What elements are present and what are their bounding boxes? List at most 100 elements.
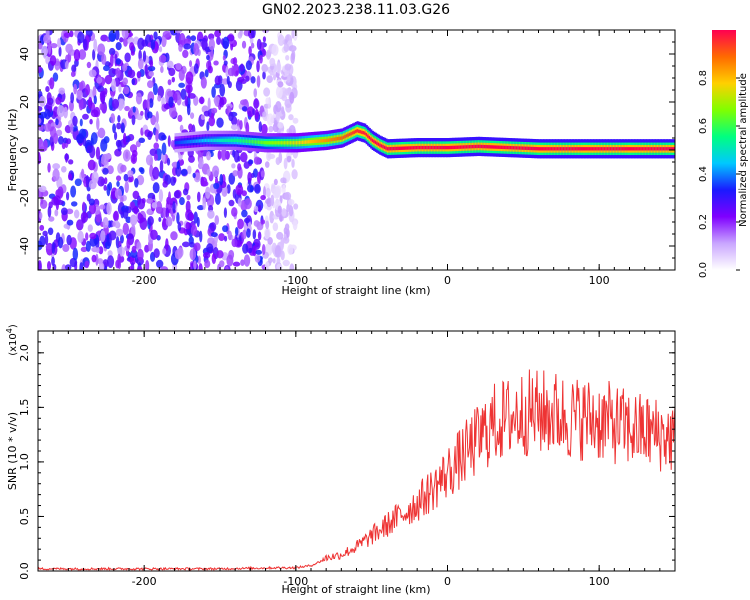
heatmap-cell [166, 157, 171, 166]
heatmap-cell [172, 201, 176, 214]
heatmap-cell [186, 194, 191, 201]
ridge-cell [476, 144, 479, 149]
heatmap-cell [170, 176, 176, 186]
heatmap-cell [70, 123, 74, 134]
ridge-cell [191, 139, 194, 144]
heatmap-cell [197, 191, 201, 203]
heatmap-cell [89, 118, 93, 125]
ridge-cell [591, 147, 594, 151]
ridge-cell [552, 147, 555, 151]
ridge-cell [629, 147, 632, 151]
heatmap-cell [54, 209, 59, 217]
heatmap-cell [64, 60, 69, 70]
ridge-cell [502, 145, 505, 150]
ridge-cell [180, 140, 183, 144]
heatmap-cell [180, 88, 187, 100]
heatmap-cell [253, 220, 260, 227]
ridge-cell [188, 140, 191, 144]
ridge-cell [533, 146, 537, 151]
ridge-cell [230, 138, 233, 143]
heatmap-cell [89, 232, 97, 240]
ridge-cell [509, 145, 512, 150]
heatmap-cell [119, 98, 125, 109]
heatmap-cell [248, 247, 253, 254]
heatmap-cell [264, 161, 270, 168]
heatmap-cell [233, 150, 240, 163]
heatmap-cell [38, 105, 43, 112]
ridge-cell [250, 139, 253, 144]
heatmap-cell [158, 46, 163, 53]
ridge-cell [356, 129, 359, 133]
heatmap-cell [171, 76, 176, 83]
heatmap-cell [284, 223, 290, 231]
ridge-cell [238, 138, 241, 143]
ridge-cell [423, 145, 426, 150]
heatmap-cell [264, 261, 270, 270]
ridge-cell [449, 145, 452, 150]
ridge-cell [235, 138, 238, 143]
heatmap-cell [133, 205, 139, 215]
heatmap-cell [162, 180, 168, 188]
heatmap-cell [293, 203, 299, 210]
ridge-cell [656, 147, 659, 151]
ridge-cell [274, 141, 277, 145]
heatmap-cell [125, 216, 132, 224]
heatmap-cell [122, 132, 127, 145]
ridge-cell [558, 147, 561, 151]
ridge-cell [224, 138, 227, 143]
ridge-cell [362, 131, 365, 135]
ridge-cell [565, 147, 568, 151]
ridge-cell [482, 144, 485, 149]
heatmap-cell [275, 157, 281, 166]
ridge-cell [185, 140, 188, 144]
heatmap-cell [223, 207, 227, 218]
ridge-cell [256, 140, 259, 144]
heatmap-cell [168, 191, 172, 205]
heatmap-cell [204, 69, 209, 78]
ridge-cell [646, 147, 649, 151]
heatmap-cell [39, 224, 45, 231]
ridge-cell [335, 137, 338, 141]
ridge-cell [438, 145, 441, 150]
heatmap-cell [188, 212, 194, 222]
heatmap-cell [242, 243, 249, 254]
heatmap-cell [167, 135, 171, 147]
ridge-cell [303, 140, 306, 144]
heatmap-cell [150, 114, 157, 126]
heatmap-cell [77, 230, 84, 243]
ridge-cell [626, 147, 629, 151]
heatmap-cell [214, 75, 221, 86]
heatmap-cell [87, 96, 93, 110]
colorbar: 0.0 0.2 0.4 0.6 0.8 Normalized spectral ampl… [698, 30, 749, 278]
ridge-cell [323, 138, 326, 143]
heatmap-cell [222, 36, 230, 50]
heatmap-cell [161, 134, 167, 141]
heatmap-cell [289, 263, 295, 270]
ridge-cell [470, 145, 473, 149]
heatmap-cell [88, 198, 95, 206]
ridge-cell [347, 133, 350, 137]
heatmap-cell [153, 142, 160, 150]
heatmap-cell [196, 216, 200, 228]
heatmap-cell [248, 159, 254, 165]
heatmap-cell [99, 204, 106, 210]
heatmap-cell [240, 259, 245, 266]
heatmap-cell [182, 188, 189, 196]
heatmap-cell [65, 191, 70, 201]
heatmap-cell [179, 124, 184, 133]
heatmap-cell [77, 31, 85, 44]
heatmap-cell [232, 63, 240, 77]
ridge-cell [271, 141, 274, 145]
heatmap-cell [241, 40, 247, 49]
heatmap-cell [275, 109, 281, 123]
heatmap-cell [70, 92, 75, 104]
heatmap-cell [206, 243, 214, 254]
heatmap-cell [165, 207, 170, 219]
heatmap-cell [246, 228, 251, 238]
heatmap-cell [78, 97, 84, 111]
ridge-cell [285, 141, 288, 145]
ridge-cell [294, 141, 297, 145]
ridge-cell [288, 141, 291, 145]
heatmap-cell [47, 261, 52, 270]
heatmap-cell [131, 114, 136, 126]
